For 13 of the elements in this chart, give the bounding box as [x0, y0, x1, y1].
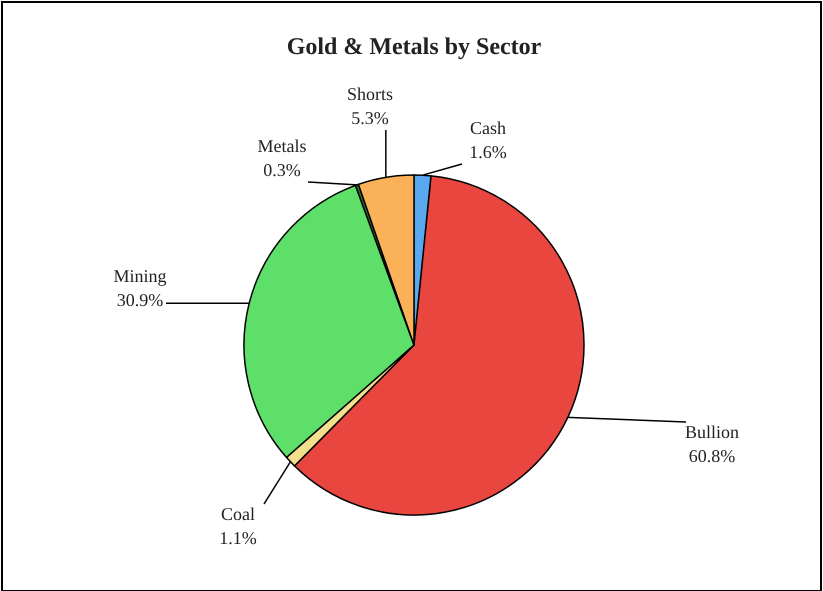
data-label: 1.6%	[469, 142, 507, 162]
slice-label: Cash	[470, 118, 506, 138]
data-label: 5.3%	[351, 108, 389, 128]
slice-label: Coal	[221, 504, 255, 524]
data-label: 1.1%	[219, 528, 257, 548]
slice-label: Metals	[258, 136, 306, 156]
chart-title: Gold & Metals by Sector	[286, 34, 542, 60]
data-label: 0.3%	[263, 160, 301, 180]
slice-label: Bullion	[684, 422, 740, 442]
slice-label: Shorts	[346, 84, 394, 104]
slice-label: Mining	[113, 266, 167, 286]
data-label: 60.8%	[688, 446, 736, 466]
data-label: 30.9%	[116, 290, 164, 310]
